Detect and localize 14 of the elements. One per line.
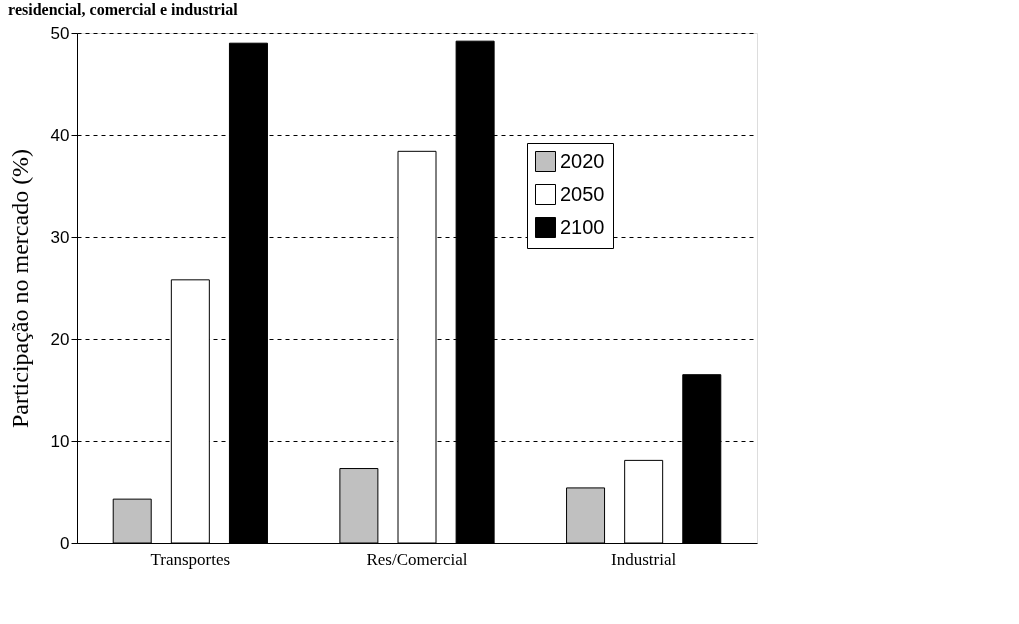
legend-label: 2050 <box>560 182 605 205</box>
y-tick-label: 10 <box>50 431 70 451</box>
y-tick-label: 20 <box>50 329 70 349</box>
chart-title: residencial, comercial e industrial <box>8 1 239 18</box>
legend-label: 2020 <box>560 149 605 172</box>
y-tick-label: 50 <box>50 23 70 43</box>
x-tick-label: Industrial <box>611 549 677 569</box>
y-tick-label: 30 <box>50 227 70 247</box>
x-tick-label: Transportes <box>150 549 231 569</box>
y-tick-label: 40 <box>50 125 70 145</box>
legend-label: 2100 <box>560 215 605 238</box>
y-tick-label: 0 <box>60 533 70 553</box>
x-tick-label: Res/Comercial <box>366 549 468 569</box>
y-axis-title: Participação no mercado (%) <box>6 148 33 429</box>
